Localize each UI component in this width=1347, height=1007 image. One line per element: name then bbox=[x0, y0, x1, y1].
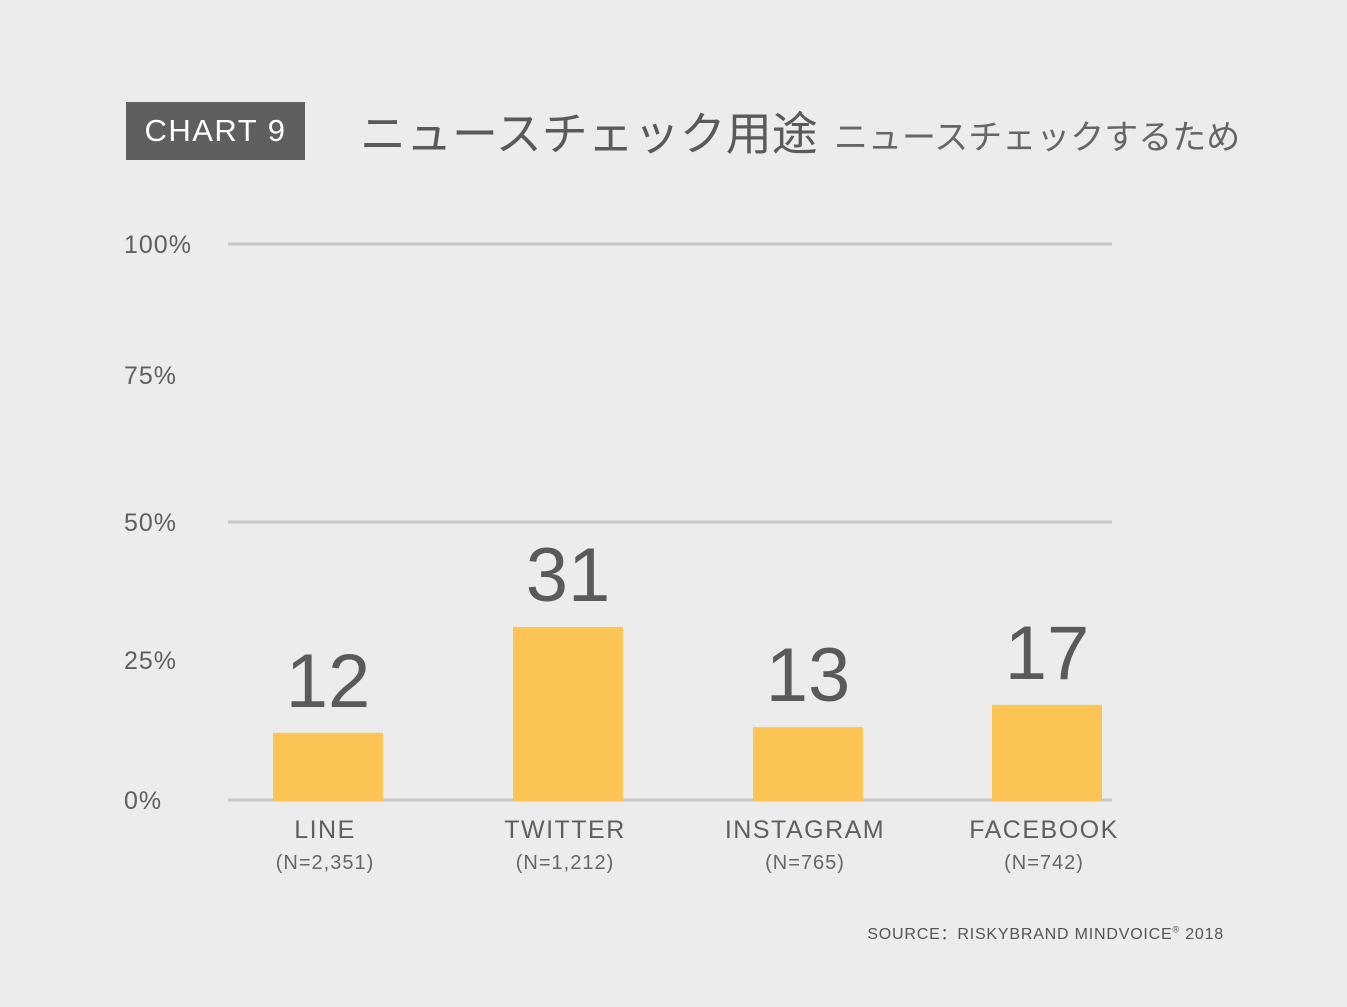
y-tick-label: 75% bbox=[124, 362, 177, 390]
chart-subtitle: ニュースチェックするため bbox=[834, 118, 1241, 158]
x-category-label: TWITTER bbox=[504, 816, 626, 844]
chart-number-badge: CHART 9 bbox=[126, 102, 305, 160]
x-category-label: INSTAGRAM bbox=[725, 816, 885, 844]
registered-mark: ® bbox=[1172, 924, 1180, 935]
chart-number-label: CHART 9 bbox=[144, 113, 287, 148]
bar-line bbox=[273, 732, 383, 801]
source-note: SOURCE：RISKYBRAND MINDVOICE® 2018 bbox=[867, 920, 1224, 944]
data-label: 12 bbox=[286, 639, 371, 724]
x-category-label: LINE bbox=[294, 816, 356, 844]
data-label: 31 bbox=[526, 533, 611, 618]
bar-instagram bbox=[753, 727, 863, 801]
data-label: 13 bbox=[766, 633, 851, 718]
data-label: 17 bbox=[1005, 611, 1090, 696]
bar-facebook bbox=[992, 704, 1102, 801]
chart-title: ニュースチェック用途 bbox=[360, 107, 818, 161]
x-sample-size-label: (N=2,351) bbox=[276, 852, 375, 874]
y-tick-label: 100% bbox=[124, 231, 192, 259]
source-text: SOURCE：RISKYBRAND MINDVOICE bbox=[867, 926, 1173, 943]
y-tick-label: 50% bbox=[124, 509, 177, 537]
x-category-label: FACEBOOK bbox=[969, 816, 1119, 844]
y-tick-label: 0% bbox=[124, 787, 162, 815]
x-sample-size-label: (N=765) bbox=[765, 852, 845, 874]
source-year: 2018 bbox=[1179, 926, 1224, 943]
bar-twitter bbox=[513, 626, 623, 801]
x-sample-size-label: (N=742) bbox=[1004, 852, 1084, 874]
x-sample-size-label: (N=1,212) bbox=[516, 852, 615, 874]
y-tick-label: 25% bbox=[124, 647, 177, 675]
